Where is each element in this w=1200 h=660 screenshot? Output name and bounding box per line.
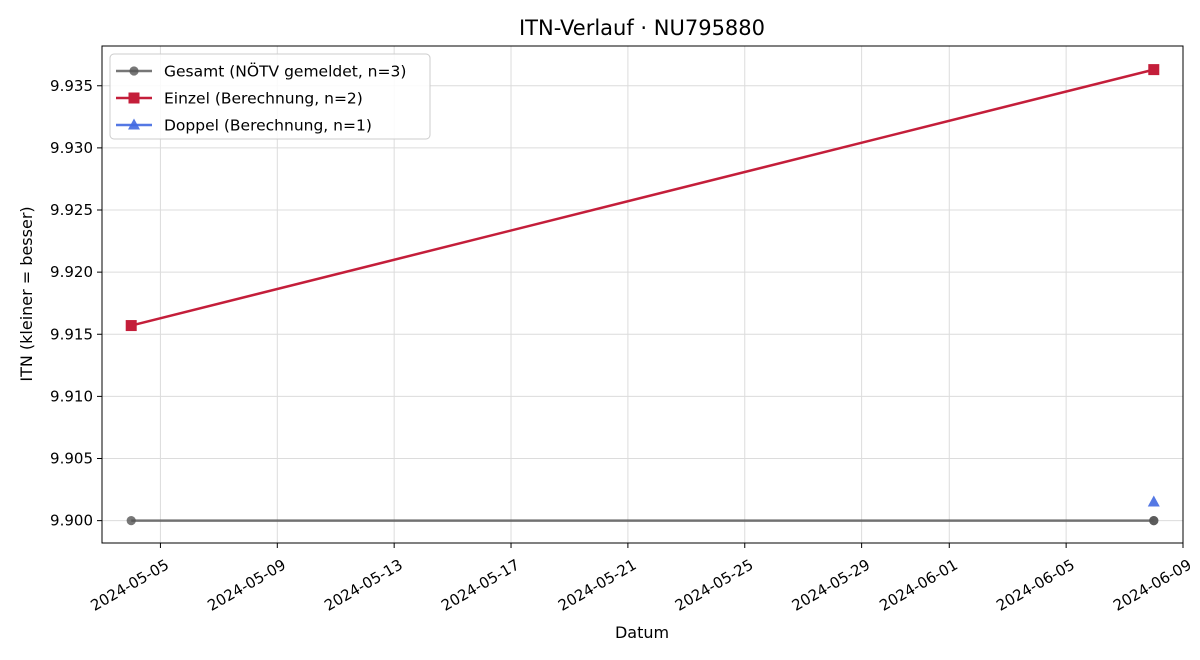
- data-point: [1149, 516, 1159, 526]
- data-point: [1148, 64, 1160, 76]
- y-tick-label: 9.925: [50, 201, 93, 219]
- series-layer: [125, 64, 1160, 526]
- data-point: [125, 320, 137, 332]
- series-square: [125, 64, 1160, 332]
- data-point: [126, 516, 136, 526]
- y-tick-label: 9.920: [50, 263, 93, 281]
- y-tick-label: 9.930: [50, 139, 93, 157]
- y-tick-label: 9.935: [50, 77, 93, 95]
- y-tick-label: 9.915: [50, 325, 93, 343]
- legend-marker: [129, 66, 139, 76]
- y-tick-label: 9.910: [50, 387, 93, 405]
- y-axis-label: ITN (kleiner = besser): [17, 206, 36, 381]
- legend-item: Gesamt (NÖTV gemeldet, n=3): [116, 62, 406, 81]
- legend-label: Einzel (Berechnung, n=2): [164, 90, 363, 108]
- data-point: [1147, 495, 1160, 507]
- legend: Gesamt (NÖTV gemeldet, n=3) Einzel (Berec…: [109, 53, 431, 140]
- plot-frame: [101, 45, 1184, 544]
- legend-item: Doppel (Berechnung, n=1): [116, 117, 372, 135]
- y-tick-label: 9.900: [50, 512, 93, 530]
- y-tick-label: 9.905: [50, 450, 93, 468]
- series-line: [130, 68, 1155, 327]
- legend-marker: [128, 92, 140, 104]
- series-circle: [126, 516, 1159, 526]
- chart-title: ITN-Verlauf · NU795880: [519, 16, 765, 40]
- legend-label: Gesamt (NÖTV gemeldet, n=3): [164, 62, 406, 81]
- legend-box: [109, 53, 431, 140]
- legend-item: Einzel (Berechnung, n=2): [116, 90, 363, 108]
- series-triangle: [1147, 495, 1160, 507]
- legend-label: Doppel (Berechnung, n=1): [164, 117, 372, 135]
- y-axis: 9.900 9.905 9.910 9.915 9.920 9.925 9.930 9.935: [50, 77, 102, 530]
- legend-marker: [128, 118, 140, 130]
- x-axis-label: Datum: [615, 623, 669, 642]
